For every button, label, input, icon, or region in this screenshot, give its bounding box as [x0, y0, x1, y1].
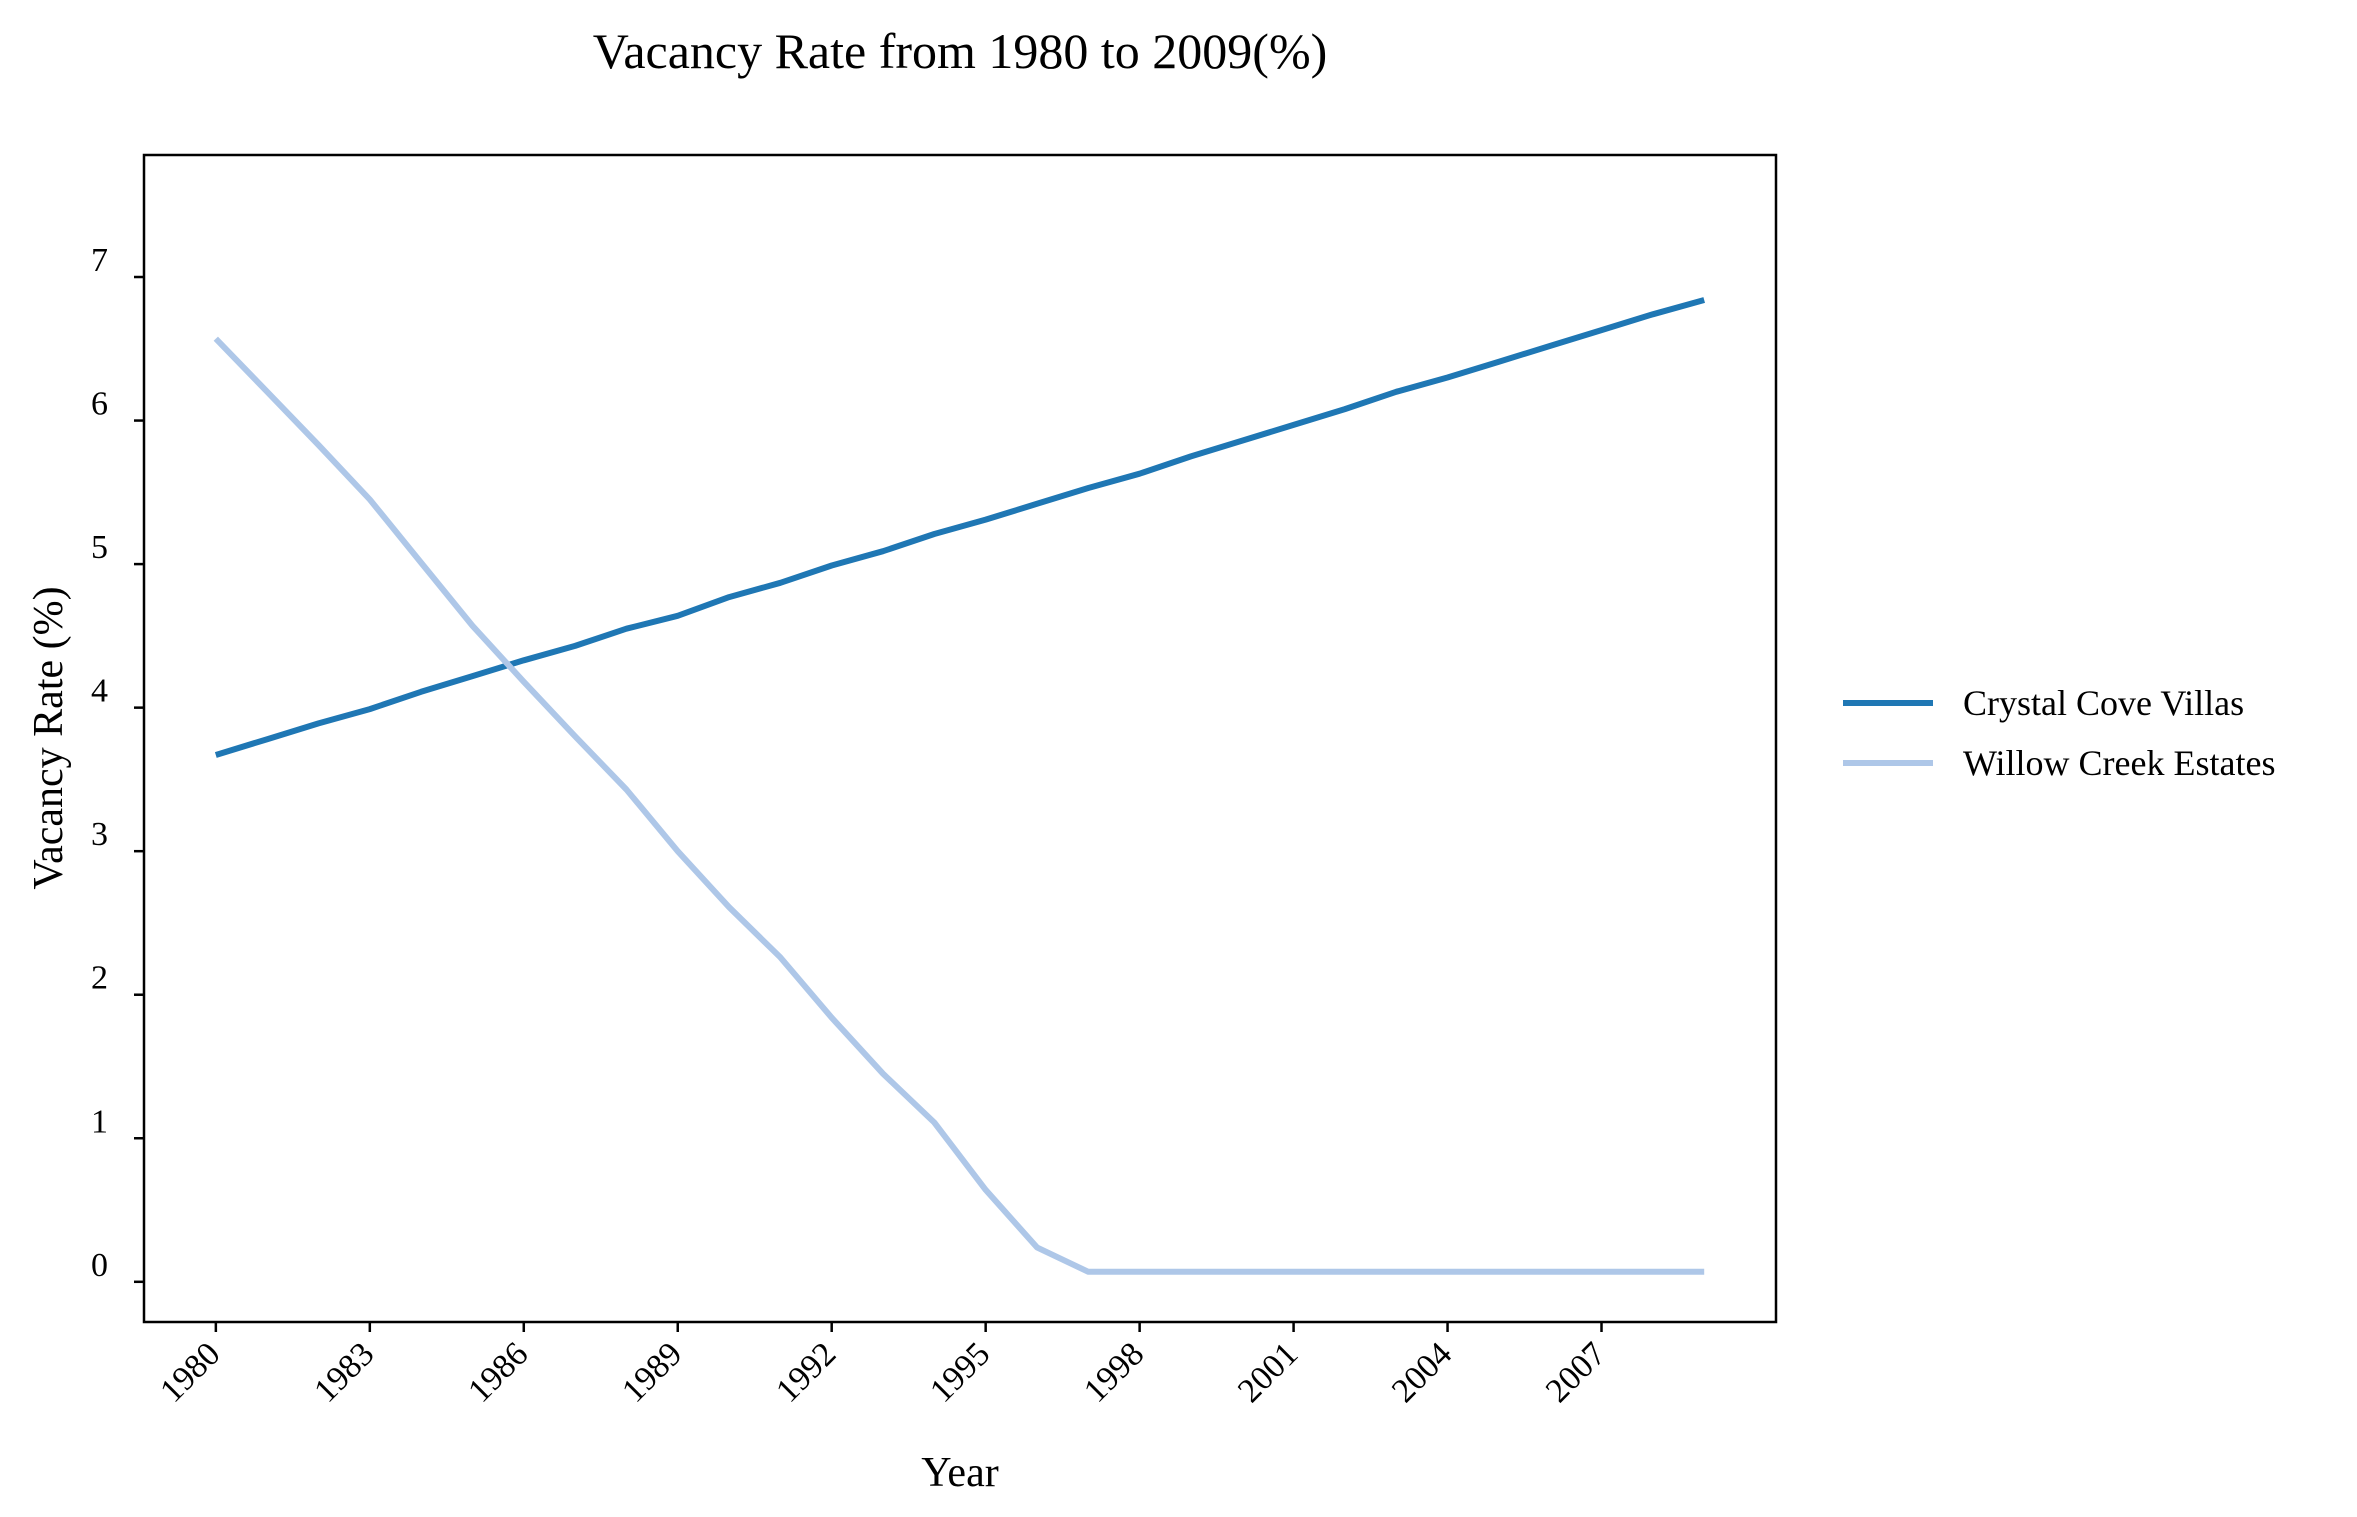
- legend-label-willow-creek-estates: Willow Creek Estates: [1963, 743, 2275, 783]
- legend: Crystal Cove Villas Willow Creek Estates: [1843, 683, 2275, 783]
- x-tick-label: 1989: [615, 1335, 689, 1409]
- y-axis-ticks: 0 1 2 3 4 5 6 7: [91, 242, 144, 1284]
- y-axis-label: Vacancy Rate (%): [26, 586, 72, 889]
- y-tick-label: 0: [91, 1247, 108, 1284]
- x-tick-label: 1980: [153, 1335, 227, 1409]
- x-tick-label: 1986: [461, 1335, 535, 1409]
- x-tick-label: 2001: [1231, 1335, 1305, 1409]
- chart-title: Vacancy Rate from 1980 to 2009(%): [593, 23, 1328, 79]
- x-tick-label: 2004: [1385, 1335, 1459, 1409]
- legend-label-crystal-cove-villas: Crystal Cove Villas: [1963, 683, 2244, 723]
- y-tick-label: 7: [91, 242, 108, 279]
- x-tick-label: 1992: [769, 1335, 843, 1409]
- series-line-willow-creek-estates: [213, 336, 1705, 1275]
- y-tick-label: 5: [91, 529, 108, 566]
- y-tick-label: 2: [91, 960, 108, 997]
- plot-area-frame: [142, 153, 1778, 1324]
- x-tick-label: 1983: [307, 1335, 381, 1409]
- x-axis-label: Year: [921, 1450, 998, 1496]
- y-tick-label: 6: [91, 386, 108, 423]
- x-tick-label: 2007: [1539, 1335, 1613, 1409]
- x-tick-label: 1998: [1077, 1335, 1151, 1409]
- y-tick-label: 3: [91, 816, 108, 853]
- x-axis-ticks: 1980 1983 1986 1989 1992 1995 1998 2001 2004 2007: [153, 1322, 1613, 1410]
- y-tick-label: 1: [91, 1103, 108, 1140]
- series-lines: [213, 297, 1706, 1275]
- x-tick-label: 1995: [923, 1335, 997, 1409]
- series-line-crystal-cove-villas: [214, 297, 1706, 758]
- y-tick-label: 4: [91, 673, 108, 710]
